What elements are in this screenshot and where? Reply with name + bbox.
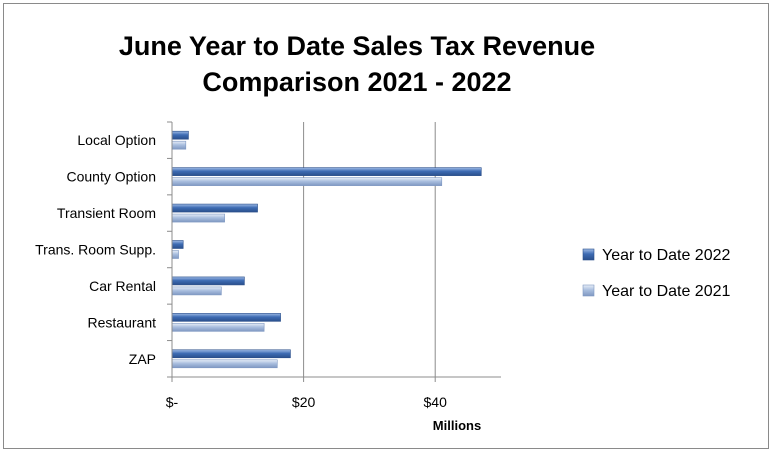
legend-swatch-year-to-date-2022 (582, 248, 595, 261)
category-label: Restaurant (88, 314, 157, 330)
x-axis-unit-label: Millions (433, 418, 481, 433)
bar-transient-room-year-to-date-2022 (171, 203, 258, 213)
bar-restaurant-year-to-date-2022 (171, 313, 281, 322)
x-tick-label: $- (166, 394, 179, 410)
bar-zap-year-to-date-2021 (171, 359, 278, 369)
category-label: County Option (67, 169, 157, 185)
bar-trans-room-supp-year-to-date-2022 (171, 240, 184, 249)
bar-restaurant-year-to-date-2021 (171, 323, 265, 332)
category-label: Trans. Room Supp. (35, 242, 156, 258)
x-tick-label: $40 (424, 394, 448, 410)
bar-trans-room-supp-year-to-date-2021 (171, 250, 179, 259)
category-label: Car Rental (89, 278, 156, 294)
bar-county-option-year-to-date-2022 (171, 167, 482, 176)
x-tick-label: $20 (292, 394, 316, 410)
legend-label-year-to-date-2021: Year to Date 2021 (602, 283, 731, 300)
chart-title-line-1: June Year to Date Sales Tax Revenue (118, 31, 596, 61)
bar-car-rental-year-to-date-2021 (171, 286, 222, 296)
chart-title: June Year to Date Sales Tax Revenue Comp… (4, 28, 710, 100)
bar-transient-room-year-to-date-2021 (171, 213, 225, 223)
category-label: Local Option (77, 132, 156, 148)
bar-local-option-year-to-date-2021 (171, 140, 187, 150)
chart-area: June Year to Date Sales Tax Revenue Comp… (3, 3, 769, 449)
category-label: ZAP (129, 351, 156, 367)
chart-title-line-2: Comparison 2021 - 2022 (202, 67, 512, 97)
bar-county-option-year-to-date-2021 (171, 177, 443, 186)
legend-swatch-year-to-date-2021 (582, 284, 595, 297)
legend-label-year-to-date-2022: Year to Date 2022 (602, 247, 731, 264)
bar-zap-year-to-date-2022 (171, 349, 291, 359)
category-label: Transient Room (57, 205, 156, 221)
bar-local-option-year-to-date-2022 (171, 130, 189, 140)
bar-car-rental-year-to-date-2022 (171, 276, 245, 286)
